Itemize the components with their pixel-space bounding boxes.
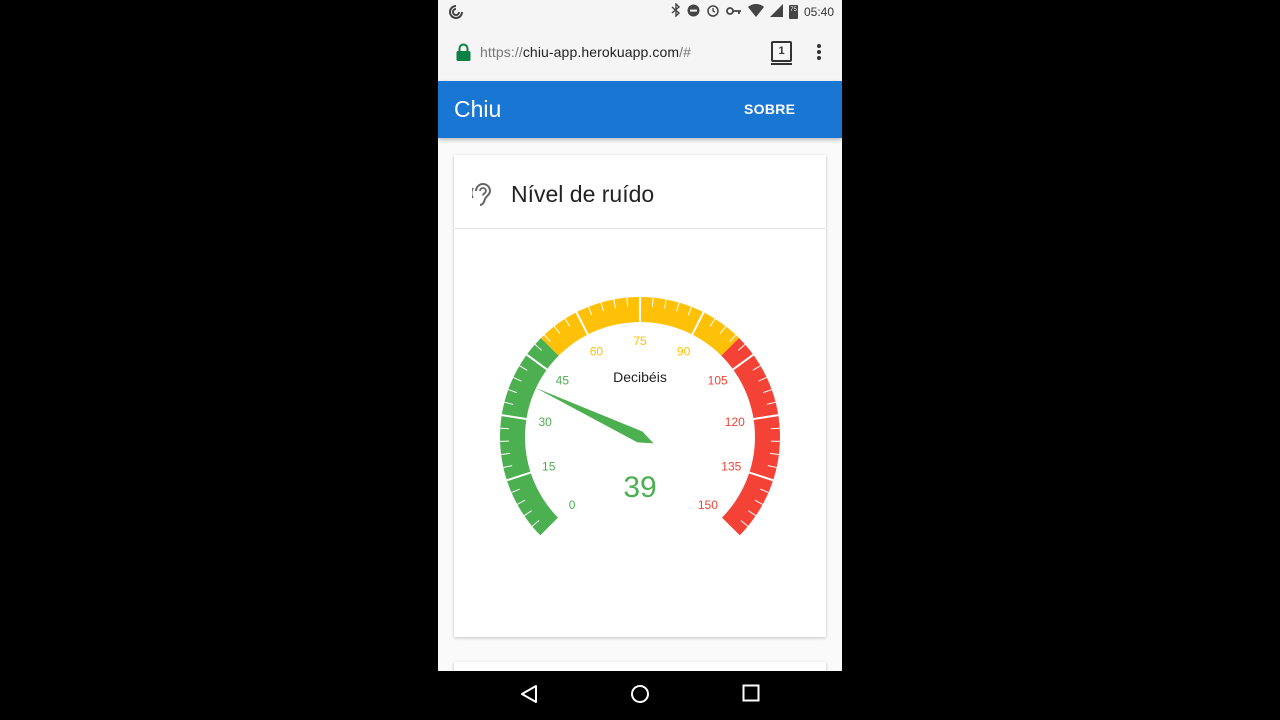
gauge-band-2 <box>721 338 780 536</box>
gauge-tick-label: 105 <box>708 374 728 388</box>
gauge-minor-tick <box>651 297 654 307</box>
gauge-minor-tick <box>553 326 561 334</box>
app-bar: Chiu SOBRE <box>438 81 842 138</box>
gauge-minor-tick <box>758 376 767 382</box>
gauge-major-tick <box>753 414 779 420</box>
bluetooth-icon <box>671 2 681 20</box>
gauge-minor-tick <box>737 344 746 351</box>
gauge-major-tick <box>720 517 740 537</box>
gauge-tick-label: 75 <box>633 334 647 348</box>
gauge-minor-tick <box>740 520 749 527</box>
app-title: Chiu <box>454 96 502 122</box>
gauge-minor-tick <box>770 427 780 430</box>
alarm-icon <box>706 3 720 20</box>
gauge-minor-tick <box>719 326 727 334</box>
gauge-major-tick <box>506 471 531 482</box>
battery-icon: 75 <box>788 4 798 19</box>
vpn-key-icon <box>726 5 742 19</box>
card-title: Nível de ruído <box>511 181 655 207</box>
gauge-value: 39 <box>623 471 656 504</box>
app-notification-icon <box>448 4 464 23</box>
gauge-minor-tick <box>767 465 777 469</box>
signal-icon <box>769 3 783 20</box>
gauge-minor-tick <box>769 452 779 456</box>
home-icon[interactable] <box>630 684 650 709</box>
gauge-minor-tick <box>729 334 737 342</box>
gauge-major-tick <box>540 517 560 537</box>
gauge-minor-tick <box>501 452 511 456</box>
gauge-minor-tick <box>503 465 513 469</box>
tab-switcher-underline <box>771 63 792 65</box>
noise-gauge: 0 15 30 45 60 75 90 105 120 135 150 Decibéis 39 <box>500 297 780 537</box>
recents-icon[interactable] <box>742 684 760 707</box>
gauge-minor-tick <box>587 306 593 316</box>
gauge-tick-label: 150 <box>698 498 718 512</box>
wifi-icon <box>747 3 764 20</box>
gauge-minor-tick <box>748 510 757 517</box>
status-time: 05:40 <box>803 4 834 19</box>
gauge-minor-tick <box>676 302 680 312</box>
gauge-minor-tick <box>500 427 510 430</box>
gauge-minor-tick <box>534 344 543 351</box>
gauge-minor-tick <box>760 488 769 494</box>
gauge-minor-tick <box>754 499 763 505</box>
status-bar: 75 05:40 <box>438 0 842 25</box>
gauge-tick-label: 60 <box>590 344 604 358</box>
gauge-minor-tick <box>517 499 526 505</box>
gauge-major-tick <box>575 311 589 335</box>
back-icon[interactable] <box>520 684 538 709</box>
gauge-tick-label: 135 <box>721 460 741 474</box>
overflow-menu-icon[interactable] <box>816 43 822 66</box>
gauge-band-0 <box>500 338 559 536</box>
gauge-minor-tick <box>513 376 522 382</box>
gauge-unit-label: Decibéis <box>613 369 667 385</box>
tab-switcher-button[interactable]: 1 <box>771 41 792 62</box>
card-header: Nível de ruído <box>454 155 826 229</box>
noise-level-card: Nível de ruído 0 15 30 45 60 75 90 105 120 135 150… <box>454 155 826 637</box>
gauge-minor-tick <box>600 302 604 312</box>
gauge-minor-tick <box>664 299 667 309</box>
gauge-minor-tick <box>511 488 520 494</box>
gauge-major-tick <box>749 471 774 482</box>
phone-screen: 75 05:40 https://chiu-app.herokuapp.com/… <box>438 0 842 720</box>
gauge-tick-label: 45 <box>556 374 570 388</box>
gauge-tick-label: 120 <box>725 415 745 429</box>
gauge-minor-tick <box>752 365 761 371</box>
gauge-minor-tick <box>519 365 528 371</box>
gauge-minor-tick <box>613 299 616 309</box>
address-bar[interactable]: https://chiu-app.herokuapp.com/# <box>480 44 691 60</box>
gauge-minor-tick <box>543 334 551 342</box>
hearing-icon <box>470 183 494 212</box>
gauge-needle <box>535 388 654 444</box>
gauge-ticks <box>500 297 780 537</box>
url-domain: chiu-app.herokuapp.com <box>522 44 680 60</box>
gauge-major-tick <box>501 414 527 420</box>
gauge-tick-label: 90 <box>677 344 691 358</box>
gauge-minor-tick <box>763 389 772 394</box>
gauge-minor-tick <box>709 318 716 327</box>
gauge-minor-tick <box>531 520 540 527</box>
gauge-tick-label: 15 <box>542 460 556 474</box>
gauge-minor-tick <box>766 401 776 405</box>
gauge-minor-tick <box>626 297 629 307</box>
battery-level: 75 <box>790 6 797 13</box>
gauge-tick-label: 30 <box>539 415 553 429</box>
url-path: /# <box>679 44 692 60</box>
gauge-minor-tick <box>508 389 517 394</box>
gauge-major-tick <box>691 311 705 335</box>
url-scheme: https:// <box>480 44 523 60</box>
gauge-major-tick <box>732 353 754 371</box>
gauge-minor-tick <box>504 401 514 405</box>
gauge-tick-label: 0 <box>569 498 576 512</box>
gauge-tick-labels: 0 15 30 45 60 75 90 105 120 135 150 <box>539 334 746 512</box>
about-button[interactable]: SOBRE <box>744 101 796 117</box>
browser-toolbar: https://chiu-app.herokuapp.com/# 1 <box>438 25 842 81</box>
do-not-disturb-icon <box>687 4 700 20</box>
gauge-minor-tick <box>687 306 693 316</box>
gauge-major-tick <box>526 353 548 371</box>
lock-icon <box>456 43 471 66</box>
android-nav-bar <box>438 671 842 720</box>
gauge-minor-tick <box>564 318 571 327</box>
gauge-minor-tick <box>523 510 532 517</box>
